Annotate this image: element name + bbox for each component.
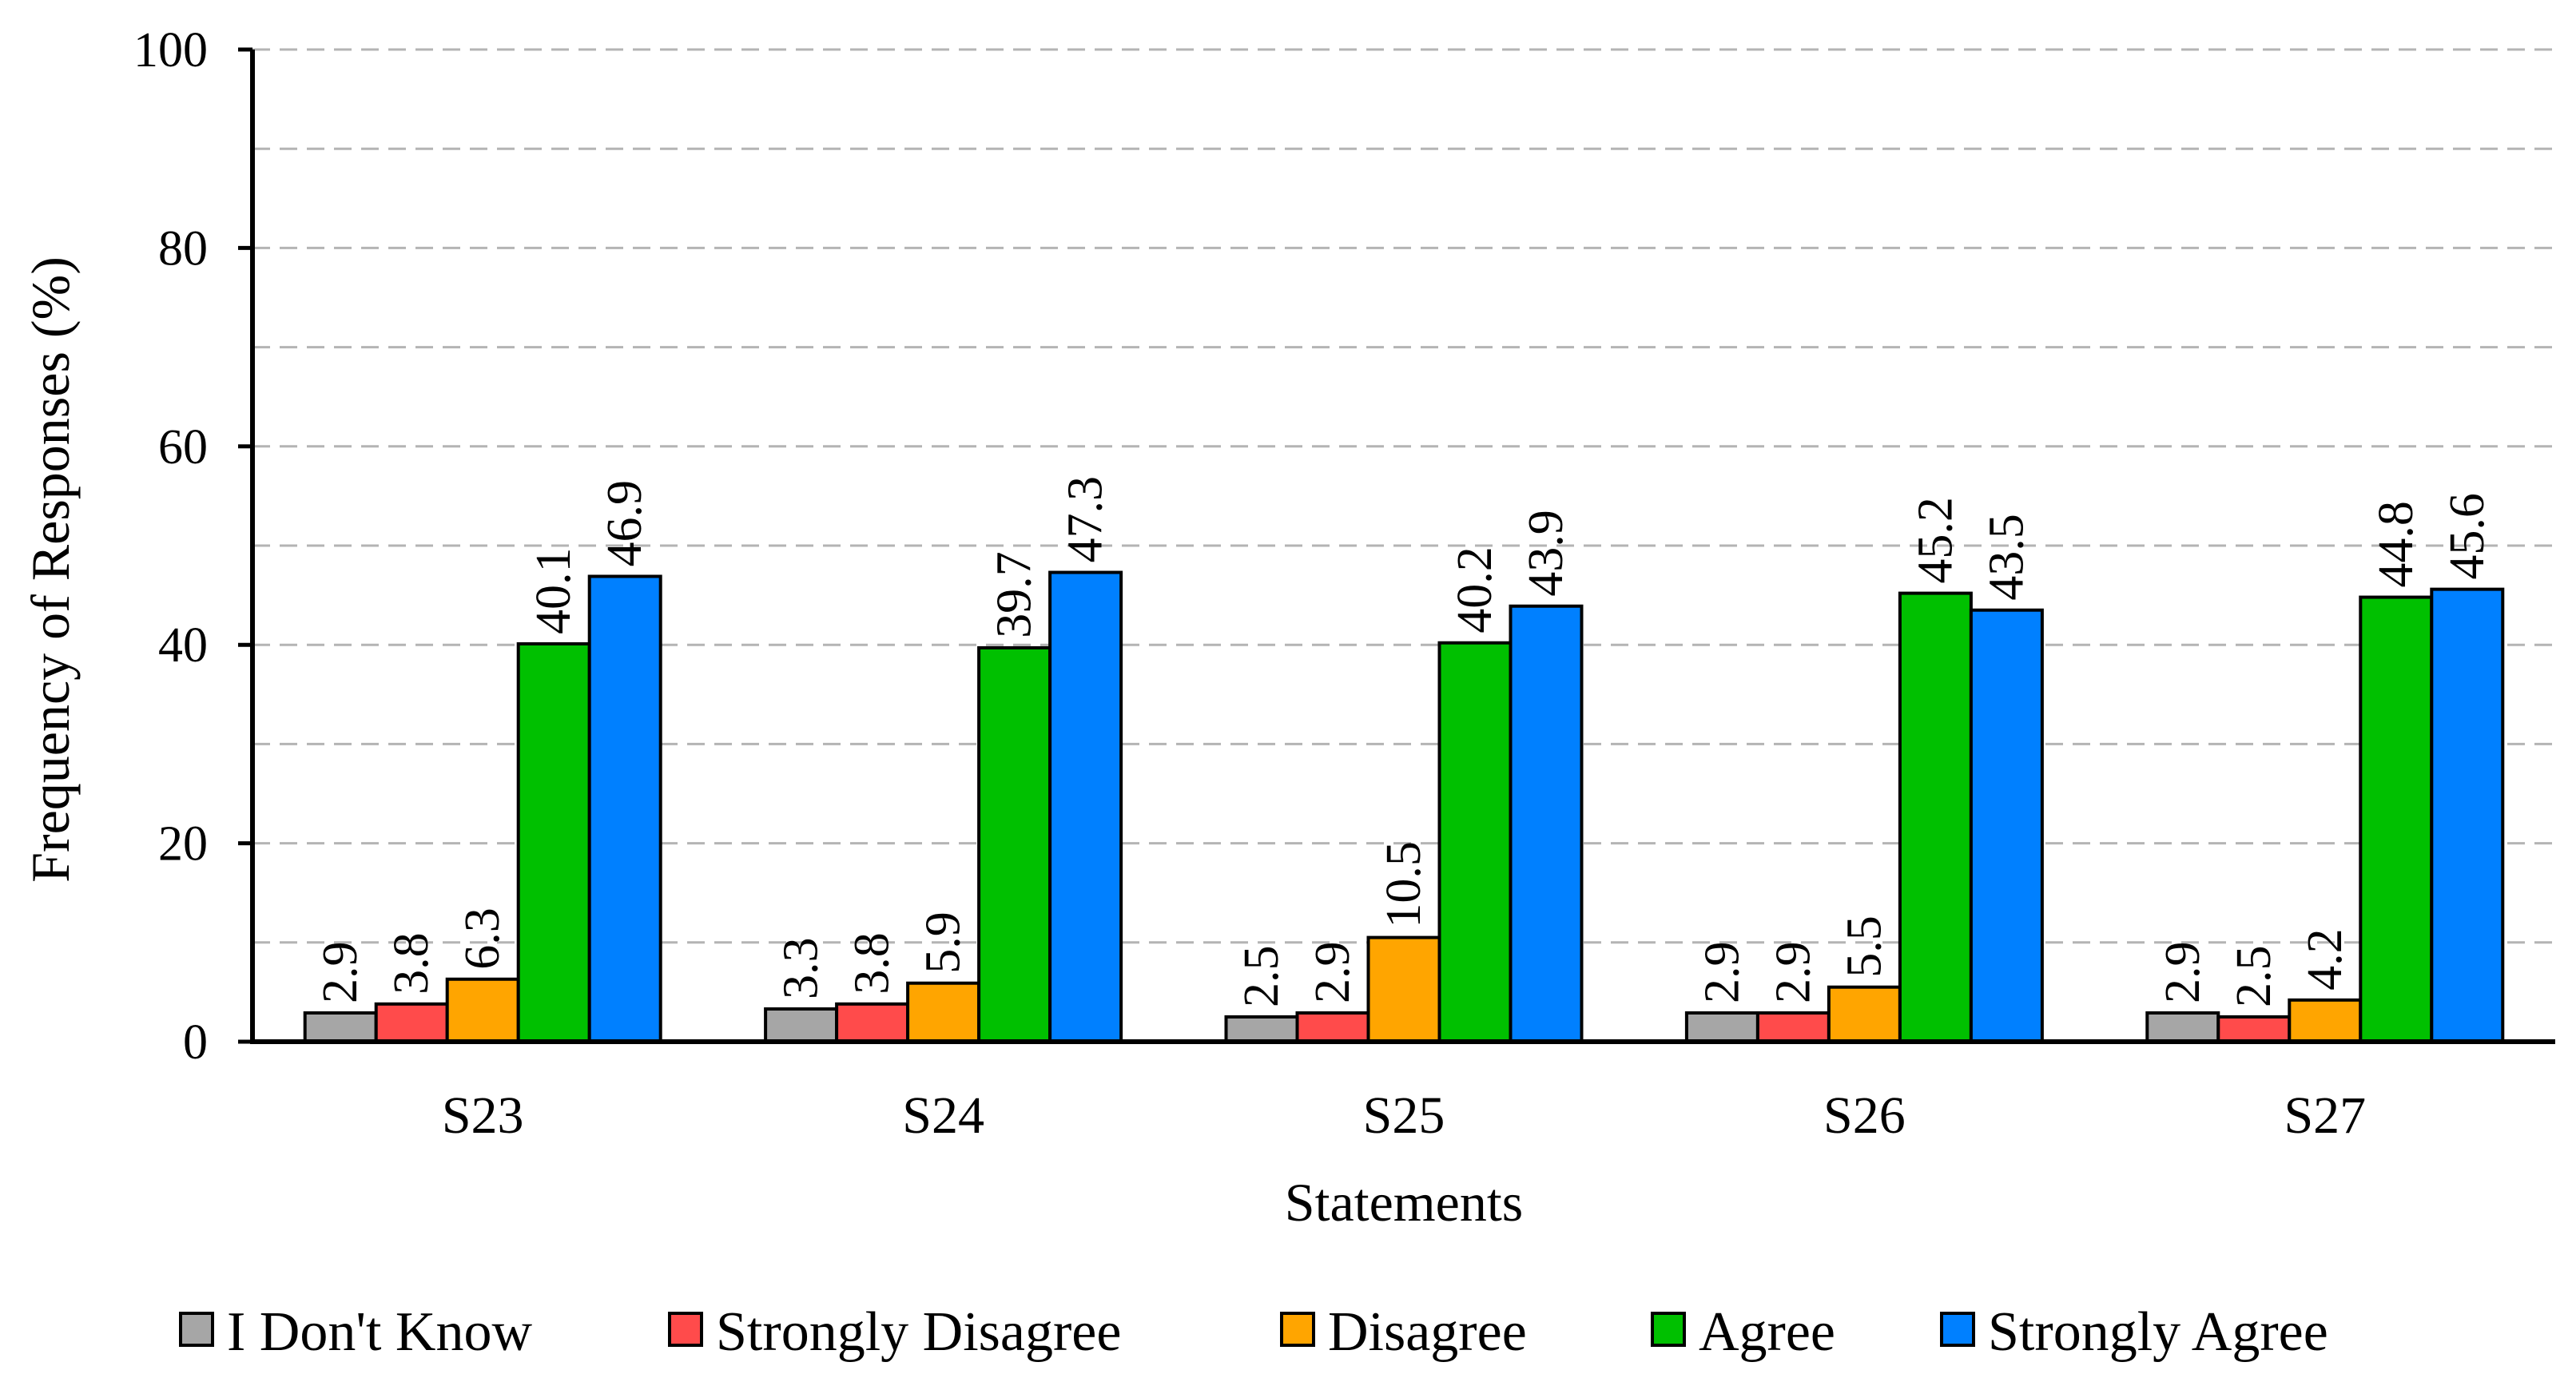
data-label-s25-series-2: 10.5 — [1377, 841, 1431, 928]
x-tick-label-s24: S24 — [902, 1086, 984, 1145]
y-tick-label-100: 100 — [133, 23, 208, 77]
data-label-s24-series-3: 39.7 — [988, 551, 1042, 638]
bar-s24-series-4 — [1048, 570, 1123, 1043]
data-label-s24-series-0: 3.3 — [774, 938, 829, 1000]
x-tick-label-s23: S23 — [442, 1086, 524, 1145]
bar-s23-series-2 — [445, 977, 520, 1044]
data-label-s26-series-0: 2.9 — [1695, 941, 1749, 1003]
legend-swatch-3 — [1651, 1312, 1686, 1347]
legend: I Don't Know Strongly Disagree Disagree Agr… — [179, 1301, 2328, 1363]
bar-s23-series-4 — [587, 574, 662, 1043]
data-label-s27-series-0: 2.9 — [2156, 941, 2210, 1003]
bar-s26-series-3 — [1898, 591, 1973, 1043]
bar-s24-series-0 — [764, 1007, 839, 1044]
bar-s27-series-2 — [2288, 998, 2363, 1044]
legend-label-0: I Don't Know — [227, 1301, 532, 1363]
bar-s25-series-3 — [1437, 641, 1513, 1043]
bar-s27-series-0 — [2145, 1011, 2220, 1044]
data-label-s25-series-1: 2.9 — [1306, 941, 1360, 1003]
bar-s24-series-2 — [906, 981, 981, 1044]
bar-s25-series-2 — [1366, 935, 1441, 1043]
legend-label-2: Disagree — [1328, 1301, 1527, 1363]
y-tick-label-80: 80 — [158, 221, 208, 276]
bar-s23-series-3 — [516, 641, 591, 1043]
data-label-s23-series-4: 46.9 — [598, 480, 652, 567]
data-label-s27-series-3: 44.8 — [2369, 501, 2423, 588]
axes — [238, 47, 2555, 1044]
legend-swatch-2 — [1280, 1312, 1315, 1347]
bar-s27-series-1 — [2216, 1015, 2292, 1043]
data-label-s26-series-4: 43.5 — [1979, 514, 2033, 601]
bar-s25-series-1 — [1295, 1011, 1370, 1044]
bar-s23-series-0 — [303, 1011, 378, 1044]
y-tick-label-40: 40 — [158, 618, 208, 673]
y-axis-label: Frequency of Responses (%) — [20, 256, 81, 883]
data-label-s23-series-3: 40.1 — [527, 547, 581, 634]
data-label-s24-series-1: 3.8 — [845, 932, 900, 995]
bar-s25-series-0 — [1224, 1015, 1299, 1043]
bar-s24-series-3 — [977, 645, 1052, 1044]
x-tick-label-s27: S27 — [2284, 1086, 2366, 1145]
legend-label-3: Agree — [1699, 1301, 1835, 1363]
legend-swatch-0 — [179, 1312, 214, 1347]
x-axis-label: Statements — [1285, 1172, 1523, 1233]
data-label-s25-series-3: 40.2 — [1448, 546, 1502, 633]
data-label-s23-series-0: 2.9 — [313, 941, 368, 1003]
bar-s25-series-4 — [1509, 604, 1584, 1043]
data-label-s26-series-1: 2.9 — [1766, 941, 1820, 1003]
data-label-s25-series-4: 43.9 — [1519, 510, 1573, 597]
data-label-s26-series-2: 5.5 — [1837, 915, 1891, 978]
legend-swatch-1 — [668, 1312, 703, 1347]
x-tick-label-s25: S25 — [1363, 1086, 1445, 1145]
bar-s26-series-0 — [1684, 1011, 1759, 1044]
y-tick-labels: 0 20 40 60 80 100 — [133, 23, 208, 1070]
bar-s27-series-4 — [2430, 587, 2505, 1043]
data-label-s27-series-1: 2.5 — [2227, 945, 2281, 1007]
data-label-s26-series-3: 45.2 — [1908, 497, 1962, 584]
y-tick-label-20: 20 — [158, 817, 208, 872]
bar-s23-series-1 — [374, 1002, 449, 1043]
data-label-s23-series-1: 3.8 — [384, 932, 439, 995]
data-label-s23-series-2: 6.3 — [455, 907, 510, 970]
bar-s27-series-3 — [2359, 595, 2434, 1043]
y-tick-label-60: 60 — [158, 420, 208, 475]
data-labels: 2.9 3.3 2.5 2.9 2.9 3.8 3.8 2.9 2.9 2.5 6.3 5.9 10.5… — [313, 476, 2495, 1007]
data-label-s24-series-2: 5.9 — [916, 911, 971, 974]
data-label-s25-series-0: 2.5 — [1234, 945, 1289, 1007]
x-category-labels: S23 S24 S25 S26 S27 — [442, 1086, 2366, 1145]
bar-s24-series-1 — [835, 1002, 910, 1043]
legend-label-4: Strongly Agree — [1988, 1301, 2328, 1363]
y-tick-label-0: 0 — [183, 1015, 208, 1070]
data-label-s27-series-2: 4.2 — [2298, 928, 2352, 991]
data-label-s24-series-4: 47.3 — [1059, 476, 1113, 563]
data-label-s27-series-4: 45.6 — [2440, 493, 2495, 580]
bar-s26-series-4 — [1969, 608, 2044, 1043]
legend-label-1: Strongly Disagree — [716, 1301, 1121, 1363]
x-tick-label-s26: S26 — [1823, 1086, 1906, 1145]
legend-swatch-4 — [1940, 1312, 1975, 1347]
bar-s26-series-2 — [1827, 985, 1902, 1043]
bar-s26-series-1 — [1755, 1011, 1831, 1044]
